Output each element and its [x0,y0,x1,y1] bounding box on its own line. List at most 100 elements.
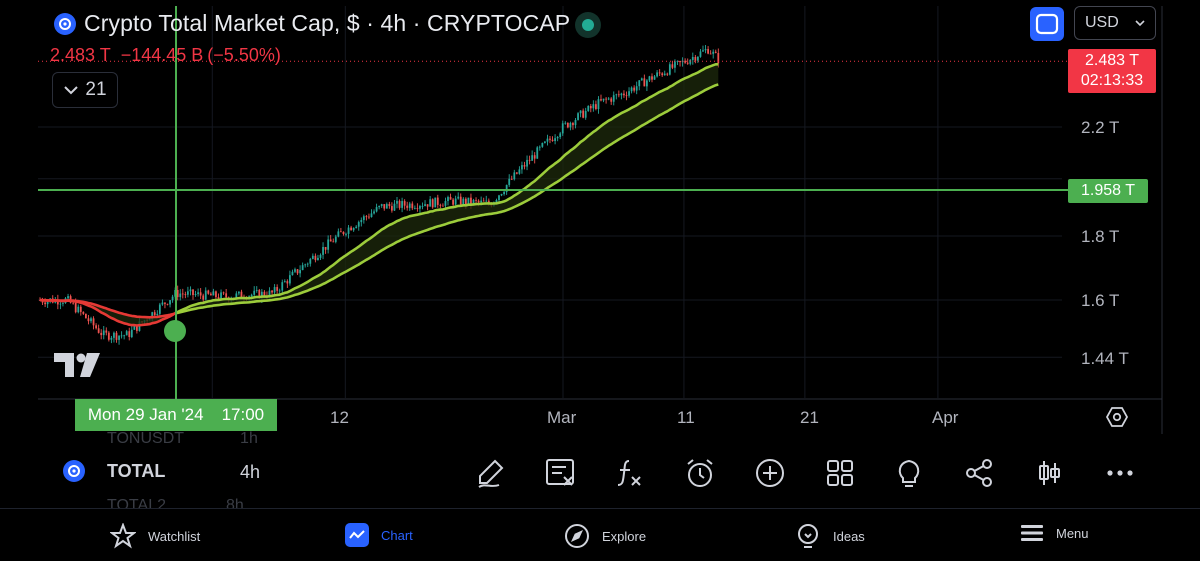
add-button[interactable] [753,456,787,490]
candle-body [640,78,643,81]
crosshair-date-tag: Mon 29 Jan '24 17:00 [75,399,277,431]
candle-body [457,196,460,199]
pencil-icon [478,459,504,488]
candle-body [480,200,483,203]
candle-body [551,139,554,142]
candle-body [702,50,704,52]
candle-body [658,72,661,74]
indicators-button[interactable] [612,456,646,490]
cryptocap-logo-icon [63,460,85,482]
currency-value: USD [1085,14,1119,31]
candle-body [82,311,85,314]
market-status-icon[interactable] [575,12,601,38]
symbol-selector[interactable]: TOTAL [63,460,165,482]
candle-body [301,265,304,271]
currency-select[interactable]: USD [1074,6,1156,40]
candle-body [105,330,108,333]
candle-body [424,204,426,206]
candle-body [327,239,330,250]
symbol-title[interactable]: Crypto Total Market Cap, $ · 4h · CRYPTO… [84,10,571,36]
candle-body [444,201,447,206]
nav-ideas[interactable]: Ideas [795,523,865,549]
candle-body [413,208,416,209]
nav-watchlist[interactable]: Watchlist [110,523,200,549]
note-close-icon [546,459,574,486]
candles-icon [1039,461,1060,485]
nav-label: Chart [381,527,413,543]
more-button[interactable] [1103,456,1137,490]
candle-body [294,269,296,272]
candle-body [503,191,505,195]
candle-body [345,233,347,235]
candle-body [74,302,77,313]
more-icon [1107,470,1133,476]
interval-selector[interactable]: 4h [240,462,261,482]
candle-body [538,146,541,148]
nav-chart[interactable]: Chart [345,523,413,547]
candle-body [646,80,648,87]
candle-body [296,269,299,274]
candle-body [666,73,669,75]
candle-body [278,290,281,292]
ema-slow-line [39,298,176,319]
candle-body [398,200,401,208]
candle-body [92,318,95,326]
chart-type-button[interactable] [1032,456,1066,490]
candle-body [615,94,618,96]
candle-body [268,290,271,297]
fullscreen-button[interactable] [1030,7,1064,41]
candle-body [357,222,360,227]
horizontal-level-tag[interactable]: 1.958 T [1068,179,1148,203]
crosshair-time: 17:00 [221,405,265,424]
nav-explore[interactable]: Explore [564,523,646,549]
candle-body [373,211,375,214]
last-price: 2.483 T [50,45,111,65]
nav-label: Explore [602,528,647,544]
chart-settings-button[interactable] [1104,404,1130,430]
candle-body [638,80,641,87]
candle-body [79,306,82,312]
candle-body [429,199,432,207]
candle-body [625,95,628,97]
object-tree-button[interactable] [543,456,577,490]
alert-button[interactable] [683,456,717,490]
candle-body [442,205,444,207]
candle-body [207,290,210,294]
candle-body [515,172,518,174]
candle-body [482,200,485,202]
tradingview-logo-icon [54,353,102,382]
candle-body [459,196,462,205]
candle-body [130,329,133,337]
candle-body [184,294,187,295]
candle-body [709,53,712,55]
share-button[interactable] [962,456,996,490]
candle-body [584,110,587,118]
ideas-button[interactable] [892,456,926,490]
candle-body [158,304,161,314]
candle-body [110,337,113,340]
nav-menu[interactable]: Menu [1020,523,1089,543]
candle-body [258,290,261,299]
idea-bulb-icon [898,459,920,487]
candle-body [125,331,128,336]
candle-body [166,303,169,305]
candle-body [192,289,194,296]
star-icon [110,523,136,549]
layout-button[interactable] [823,456,857,490]
candle-body [289,275,291,284]
candle-body [340,231,342,233]
candle-body [169,300,171,305]
candle-body [100,332,103,336]
candle-body [505,184,508,192]
y-axis-label: 1.8 T [1081,227,1120,246]
candle-body [85,313,87,319]
candle-body [620,93,623,96]
indicators-toggle-button[interactable]: 21 [52,72,118,108]
fullscreen-icon [1035,13,1059,35]
drawing-tool-button[interactable] [474,456,508,490]
candle-body [587,105,590,111]
candle-body [306,263,309,265]
candle-body [607,98,610,100]
candle-body [375,207,378,212]
candle-body [273,287,276,293]
